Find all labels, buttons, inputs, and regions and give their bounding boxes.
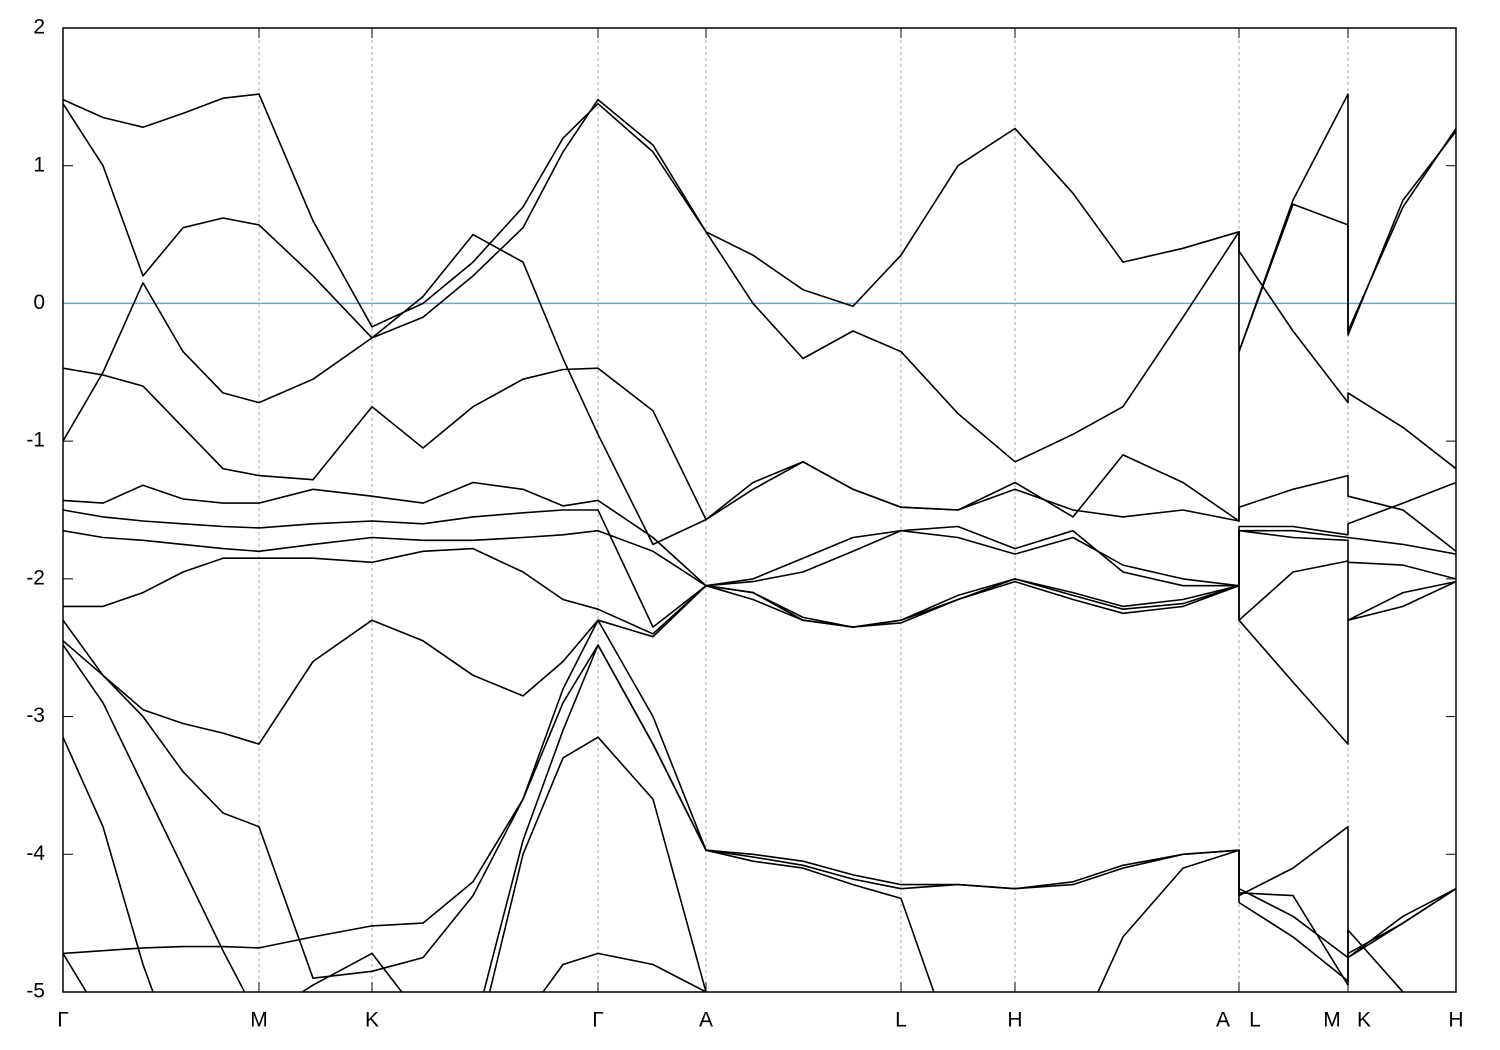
x-tick-label: L bbox=[895, 1009, 907, 1032]
x-tick-label: Γ bbox=[57, 1009, 69, 1032]
y-tick-label: -3 bbox=[26, 704, 45, 727]
x-tick-label: H bbox=[1448, 1009, 1463, 1032]
bands bbox=[63, 93, 1456, 992]
band-line bbox=[63, 644, 1456, 992]
x-tick-label: K bbox=[365, 1009, 379, 1032]
band-line bbox=[63, 640, 1456, 979]
x-tick-label: A bbox=[1216, 1009, 1230, 1032]
band-line bbox=[63, 529, 1456, 635]
x-tick-label: M bbox=[250, 1009, 268, 1032]
band-line bbox=[63, 481, 1456, 587]
band-line bbox=[63, 578, 1456, 745]
band-line bbox=[63, 367, 1456, 552]
x-tick-label: L bbox=[1249, 1009, 1261, 1032]
band-line bbox=[63, 93, 1456, 470]
plot-frame bbox=[62, 27, 1457, 993]
y-tick-label: -1 bbox=[26, 429, 45, 452]
band-line bbox=[63, 619, 1456, 959]
band-line bbox=[63, 98, 1456, 463]
band-line bbox=[63, 481, 1456, 587]
band-line bbox=[63, 952, 707, 992]
band-line bbox=[63, 509, 1456, 628]
x-tick-label: M bbox=[1323, 1009, 1341, 1032]
x-tick-label: Γ bbox=[592, 1009, 604, 1032]
y-tick-label: 1 bbox=[33, 153, 45, 176]
y-tick-label: -2 bbox=[26, 566, 45, 589]
x-tick-label: K bbox=[1357, 1009, 1371, 1032]
y-tick-label: -5 bbox=[26, 980, 45, 1003]
y-tick-label: -4 bbox=[26, 842, 45, 865]
y-tick-label: 0 bbox=[33, 291, 45, 314]
x-tick-label: A bbox=[699, 1009, 713, 1032]
grid bbox=[62, 27, 1457, 993]
x-tick-label: H bbox=[1007, 1009, 1022, 1032]
y-tick-label: 2 bbox=[33, 16, 45, 39]
